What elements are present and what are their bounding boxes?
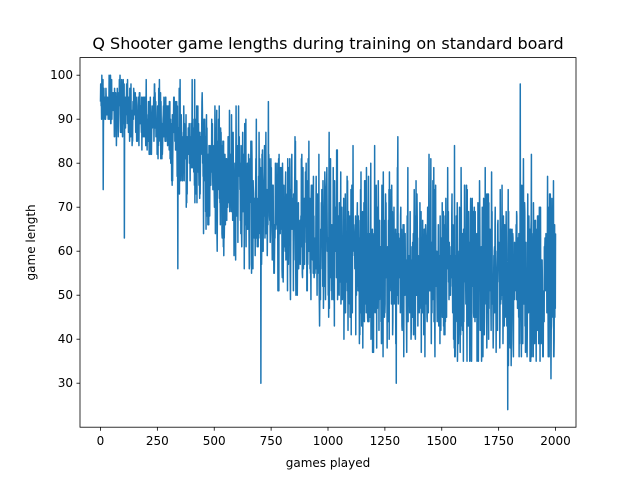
x-tick-label: 2000 bbox=[540, 434, 571, 448]
y-tick-label: 50 bbox=[58, 288, 73, 302]
y-tick-label: 70 bbox=[58, 200, 73, 214]
y-axis-label: game length bbox=[24, 204, 38, 280]
y-axis: 30 40 50 60 70 80 90 100 bbox=[50, 68, 80, 390]
y-tick-label: 40 bbox=[58, 332, 73, 346]
chart-title: Q Shooter game lengths during training o… bbox=[92, 34, 563, 53]
y-tick-label: 30 bbox=[58, 376, 73, 390]
x-tick-label: 750 bbox=[260, 434, 283, 448]
y-tick-label: 60 bbox=[58, 244, 73, 258]
y-tick-label: 80 bbox=[58, 156, 73, 170]
x-tick-label: 1500 bbox=[426, 434, 457, 448]
x-tick-label: 1250 bbox=[370, 434, 401, 448]
y-tick-label: 100 bbox=[50, 68, 73, 82]
x-tick-label: 1750 bbox=[483, 434, 514, 448]
x-tick-label: 0 bbox=[97, 434, 105, 448]
x-tick-label: 1000 bbox=[313, 434, 344, 448]
series-line bbox=[99, 74, 557, 411]
x-axis: 0 250 500 750 1000 1250 1500 1750 2000 bbox=[97, 427, 571, 448]
x-axis-label: games played bbox=[286, 456, 371, 470]
y-tick-label: 90 bbox=[58, 112, 73, 126]
x-tick-label: 500 bbox=[203, 434, 226, 448]
x-tick-label: 250 bbox=[146, 434, 169, 448]
